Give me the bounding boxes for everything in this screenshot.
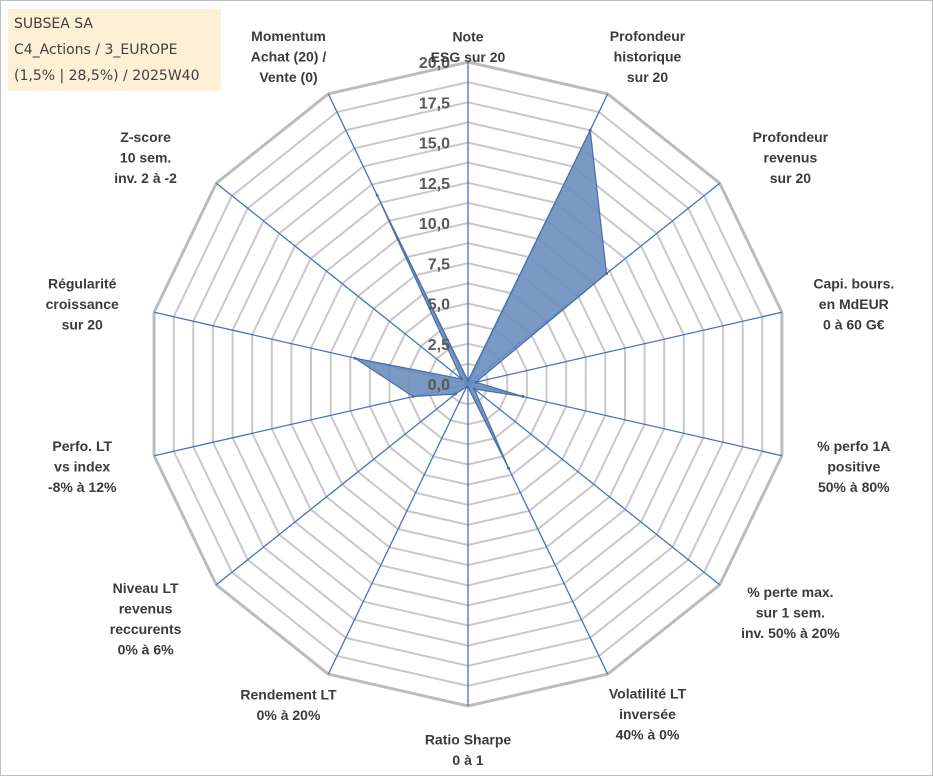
- axis-spoke: [467, 383, 721, 586]
- axis-label: Profondeur historique sur 20: [610, 28, 686, 85]
- data-point: [521, 395, 525, 398]
- axis-label: % perfo 1A positive 50% à 80%: [817, 438, 890, 495]
- data-point: [353, 356, 357, 360]
- tick-label: 5,0: [428, 297, 450, 314]
- data-point: [588, 128, 592, 132]
- tick-label: 20,0: [419, 55, 450, 72]
- tick-label: 2,5: [428, 337, 450, 354]
- axis-label: Rendement LT 0% à 20%: [240, 686, 337, 723]
- data-point: [472, 387, 476, 391]
- axis-spoke: [467, 311, 783, 385]
- axis-spoke: [327, 383, 469, 675]
- axis-spoke: [215, 383, 469, 586]
- tick-label: 15,0: [419, 136, 450, 153]
- axis-spoke: [215, 182, 469, 385]
- data-area: [354, 128, 608, 469]
- axis-label: Profondeur revenus sur 20: [753, 129, 829, 186]
- axis-label: Capi. bours. en MdEUR 0 à 60 G€: [813, 276, 894, 333]
- tick-label: 12,5: [419, 176, 450, 193]
- axis-label: % perte max. sur 1 sem. inv. 50% à 20%: [741, 584, 840, 641]
- tick-label: 7,5: [428, 256, 450, 273]
- data-point: [411, 395, 415, 398]
- data-point: [605, 272, 608, 276]
- axis-label: Momentum Achat (20) / Vente (0): [251, 28, 327, 85]
- info-box: SUBSEA SA C4_Actions / 3_EUROPE (1,5% | …: [8, 9, 221, 91]
- category-label: C4_Actions / 3_EUROPE: [14, 42, 178, 58]
- data-point: [465, 385, 469, 389]
- company-name: SUBSEA SA: [14, 16, 93, 32]
- data-point: [507, 466, 510, 470]
- data-point: [453, 392, 457, 396]
- data-point: [460, 377, 464, 381]
- axis-label: Ratio Sharpe 0 à 1: [425, 731, 512, 768]
- data-point: [466, 379, 470, 383]
- tick-label: 0,0: [428, 377, 450, 394]
- axis-label: Niveau LT revenus reccurents 0% à 6%: [110, 580, 182, 658]
- tick-label: 17,5: [419, 95, 450, 112]
- period-label: (1,5% | 28,5%) / 2025W40: [14, 68, 200, 84]
- axis-label: Z-score 10 sem. inv. 2 à -2: [114, 129, 177, 186]
- axis-label: Perfo. LT vs index -8% à 12%: [48, 438, 117, 495]
- data-point: [474, 380, 478, 384]
- tick-label: 10,0: [419, 216, 450, 233]
- data-point: [375, 193, 379, 197]
- axis-label: Volatilité LT inversée 40% à 0%: [609, 685, 687, 742]
- axis-label: Note ESG sur 20: [431, 28, 506, 65]
- axis-label: Régularité croissance sur 20: [46, 276, 119, 333]
